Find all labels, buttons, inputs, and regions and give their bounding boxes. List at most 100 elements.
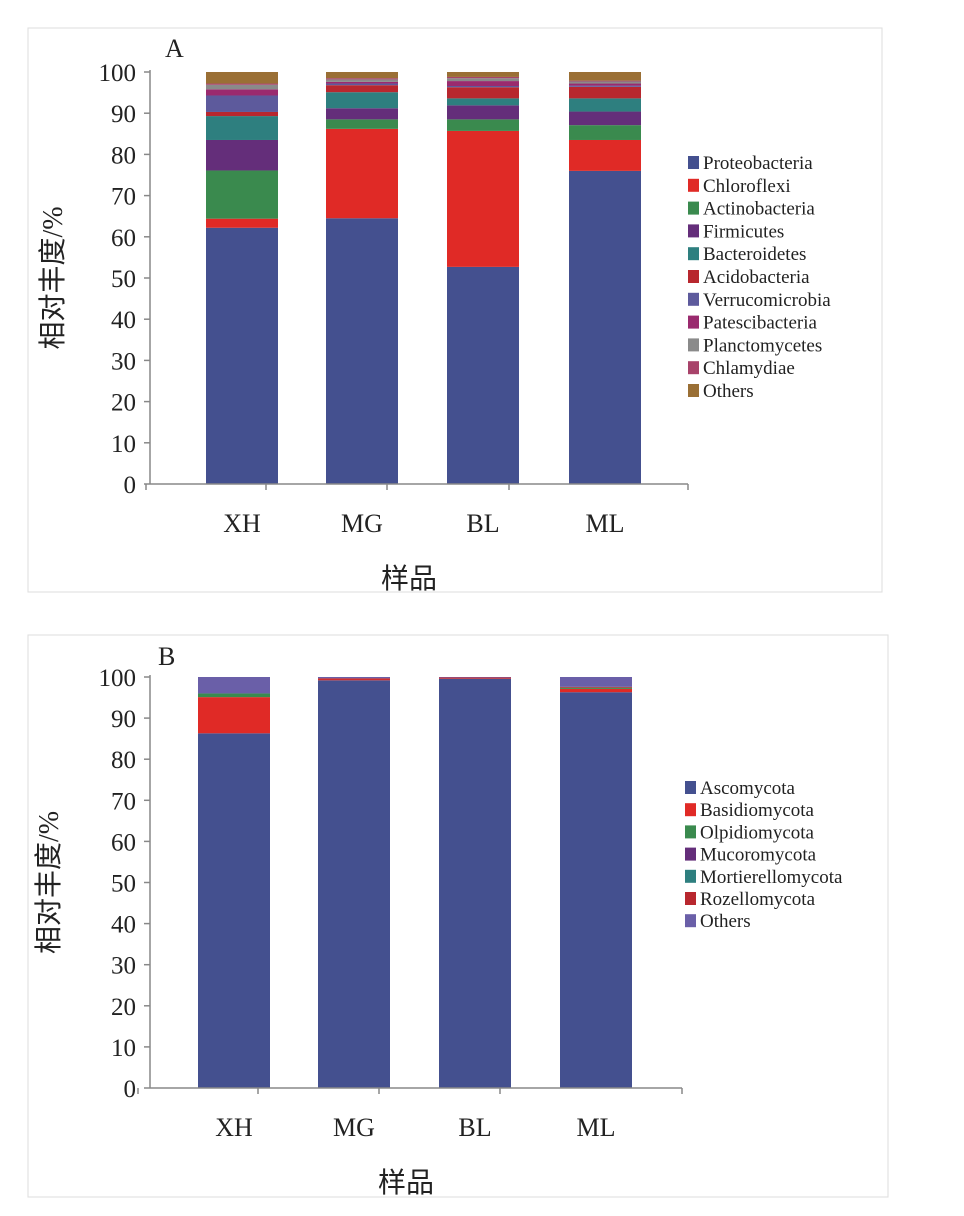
bar-segment-ML-rozellomycota — [560, 686, 632, 688]
legend-label: Chlamydiae — [703, 358, 795, 379]
y-tick-label: 40 — [111, 307, 136, 334]
bar-segment-MG-ascomycota — [318, 680, 390, 1088]
legend-label: Firmicutes — [703, 221, 784, 242]
bar-segment-ML-others — [560, 677, 632, 687]
bar-segment-BL-bacteroidetes — [447, 98, 519, 106]
bar-segment-BL-firmicutes — [447, 105, 519, 120]
bar-segment-ML-chloroflexi — [569, 139, 641, 171]
bar-segment-XH-actinobacteria — [206, 170, 278, 219]
legend-label: Proteobacteria — [703, 153, 813, 174]
bar-segment-XH-basidiomycota — [198, 697, 270, 734]
bar-segment-MG-actinobacteria — [326, 119, 398, 129]
x-tick-label: BL — [466, 509, 499, 538]
y-tick-label: 10 — [111, 1035, 136, 1062]
bar-segment-MG-planctomycetes — [326, 79, 398, 82]
bar-segment-ML-acidobacteria — [569, 86, 641, 99]
bar-segment-XH-chloroflexi — [206, 218, 278, 228]
legend-label: Mucoromycota — [700, 845, 817, 866]
bar-segment-XH-others — [206, 72, 278, 84]
legend-label: Chloroflexi — [703, 176, 791, 197]
bar-segment-ML-patescibacteria — [569, 83, 641, 86]
bar-segment-BL-acidobacteria — [447, 87, 519, 99]
y-axis-title: 相对丰度/% — [37, 206, 69, 349]
panel-a: A XH MG BL ML 0 10 20 30 40 50 60 70 80 90 100 样品 相对丰度/% P… — [27, 27, 883, 595]
bar-segment-ML-ascomycota — [560, 692, 632, 1088]
y-tick-label: 0 — [124, 472, 137, 499]
x-tick-label: XH — [215, 1113, 253, 1142]
legend-swatch-planctomycetes — [688, 338, 699, 352]
bar-segment-BL-others — [447, 72, 519, 77]
bar-segment-XH-acidobacteria — [206, 111, 278, 117]
bar-segment-BL-patescibacteria — [447, 81, 519, 87]
bar-segment-BL-planctomycetes — [447, 78, 519, 82]
legend-swatch-proteobacteria — [688, 156, 699, 169]
x-tick-label: ML — [577, 1113, 616, 1142]
legend-label: Others — [703, 381, 754, 402]
bar-segment-XH-firmicutes — [206, 139, 278, 171]
bar-segment-ML-olpidiomycota — [560, 687, 632, 689]
x-axis-title: 样品 — [378, 1167, 434, 1199]
y-tick-label: 100 — [99, 665, 137, 692]
y-tick-label: 50 — [111, 871, 136, 898]
bar-segment-ML-proteobacteria — [569, 170, 641, 484]
panel-label: A — [165, 34, 184, 63]
bar-segment-ML-others — [569, 72, 641, 81]
y-tick-label: 70 — [111, 788, 136, 815]
bar-segment-BL-actinobacteria — [447, 119, 519, 131]
legend-label: Actinobacteria — [703, 199, 815, 220]
bar-segment-ML-actinobacteria — [569, 125, 641, 140]
bar-segment-XH-proteobacteria — [206, 227, 278, 484]
legend-swatch-bacteroidetes — [688, 247, 699, 261]
y-tick-label: 80 — [111, 142, 136, 169]
y-tick-label: 100 — [99, 60, 137, 87]
y-tick-label: 40 — [111, 912, 136, 939]
x-tick-label: ML — [586, 509, 625, 538]
y-tick-label: 0 — [124, 1076, 137, 1103]
bar-segment-MG-chloroflexi — [326, 128, 398, 219]
legend-swatch-chloroflexi — [688, 178, 699, 192]
y-tick-label: 60 — [111, 225, 136, 252]
bar-segment-MG-firmicutes — [326, 108, 398, 120]
legend-swatch-chlamydiae — [688, 361, 699, 375]
y-tick-label: 90 — [111, 101, 136, 128]
bar-segment-MG-acidobacteria — [326, 85, 398, 93]
bar-segment-BL-others — [439, 677, 511, 678]
legend-swatch-patescibacteria — [688, 315, 699, 329]
bar-segment-XH-patescibacteria — [206, 89, 278, 96]
y-tick-label: 30 — [111, 348, 136, 375]
bar-segment-XH-verrucomicrobia — [206, 95, 278, 112]
legend-label: Planctomycetes — [703, 335, 822, 356]
legend-swatch-others — [688, 384, 699, 397]
bar-segment-BL-chlamydiae — [447, 76, 519, 79]
y-tick-label: 20 — [111, 390, 136, 417]
bar-segment-XH-chlamydiae — [206, 83, 278, 85]
legend-swatch-rozellomycota — [685, 892, 696, 905]
bar-segment-XH-others — [198, 677, 270, 694]
y-tick-label: 80 — [111, 747, 136, 774]
bar-segment-XH-bacteroidetes — [206, 116, 278, 140]
bar-segment-BL-verrucomicrobia — [447, 86, 519, 88]
legend-swatch-mucoromycota — [685, 847, 696, 861]
bar-segment-ML-verrucomicrobia — [569, 85, 641, 87]
bar-segment-ML-basidiomycota — [560, 688, 632, 693]
bar-segment-BL-proteobacteria — [447, 266, 519, 484]
y-tick-label: 30 — [111, 953, 136, 980]
legend-label: Bacteroidetes — [703, 244, 806, 265]
bar-segment-BL-ascomycota — [439, 678, 511, 1088]
bar-segment-MG-others — [326, 72, 398, 79]
y-tick-label: 20 — [111, 994, 136, 1021]
x-tick-label: MG — [333, 1113, 375, 1142]
bar-segment-MG-rozellomycota — [318, 678, 390, 680]
panel-b: B XH MG BL ML 0 10 20 30 40 50 60 70 80 90 100 样品 相对丰度/% A… — [27, 634, 889, 1199]
y-tick-label: 90 — [111, 706, 136, 733]
bar-segment-ML-planctomycetes — [569, 81, 641, 84]
x-tick-label: XH — [223, 509, 261, 538]
bar-segment-MG-proteobacteria — [326, 218, 398, 484]
legend-label: Acidobacteria — [703, 267, 810, 288]
legend-label: Mortierellomycota — [700, 867, 843, 888]
x-tick-label: MG — [341, 509, 383, 538]
bar-segment-BL-chloroflexi — [447, 130, 519, 267]
panel-label: B — [158, 642, 175, 671]
legend-label: Olpidiomycota — [700, 822, 815, 843]
